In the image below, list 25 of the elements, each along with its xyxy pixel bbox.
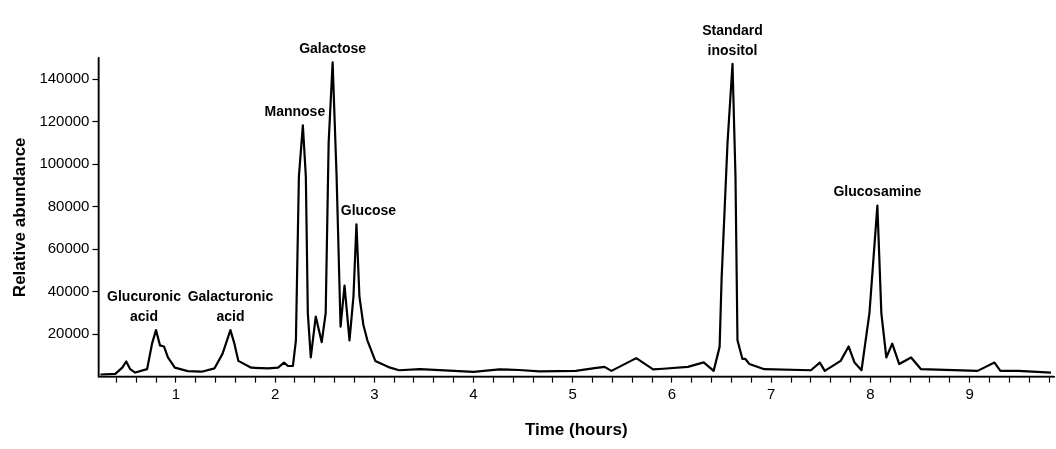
annotation: Standard inositol xyxy=(702,21,763,58)
annotation: Galactose xyxy=(299,40,367,57)
y-tick-label: 140000 xyxy=(39,69,90,87)
y-tick-label: 80000 xyxy=(47,196,90,214)
x-tick-label: 4 xyxy=(469,384,478,402)
x-tick-label: 6 xyxy=(667,384,677,402)
annotation: Mannose xyxy=(264,103,326,120)
x-tick-label: 9 xyxy=(965,384,974,402)
x-tick-label: 1 xyxy=(171,384,181,402)
y-tick-label: 20000 xyxy=(47,324,90,342)
annotation: Glucose xyxy=(340,202,397,219)
x-tick-label: 3 xyxy=(370,384,379,402)
x-axis-title: Time (hours) xyxy=(524,420,628,440)
y-tick-label: 120000 xyxy=(39,111,90,129)
y-axis-title: Relative abundance xyxy=(9,137,29,298)
y-tick-label: 40000 xyxy=(47,281,90,299)
y-tick-label: 100000 xyxy=(39,154,90,172)
annotation: Glucosamine xyxy=(833,183,922,200)
x-tick-label: 2 xyxy=(270,384,280,402)
x-tick-label: 7 xyxy=(767,384,776,402)
annotation: Glucuronic acid xyxy=(107,287,182,324)
x-tick-label: 5 xyxy=(568,384,577,402)
annotation: Galacturonic acid xyxy=(187,287,274,324)
y-tick-label: 60000 xyxy=(47,239,90,257)
x-tick-label: 8 xyxy=(866,384,875,402)
